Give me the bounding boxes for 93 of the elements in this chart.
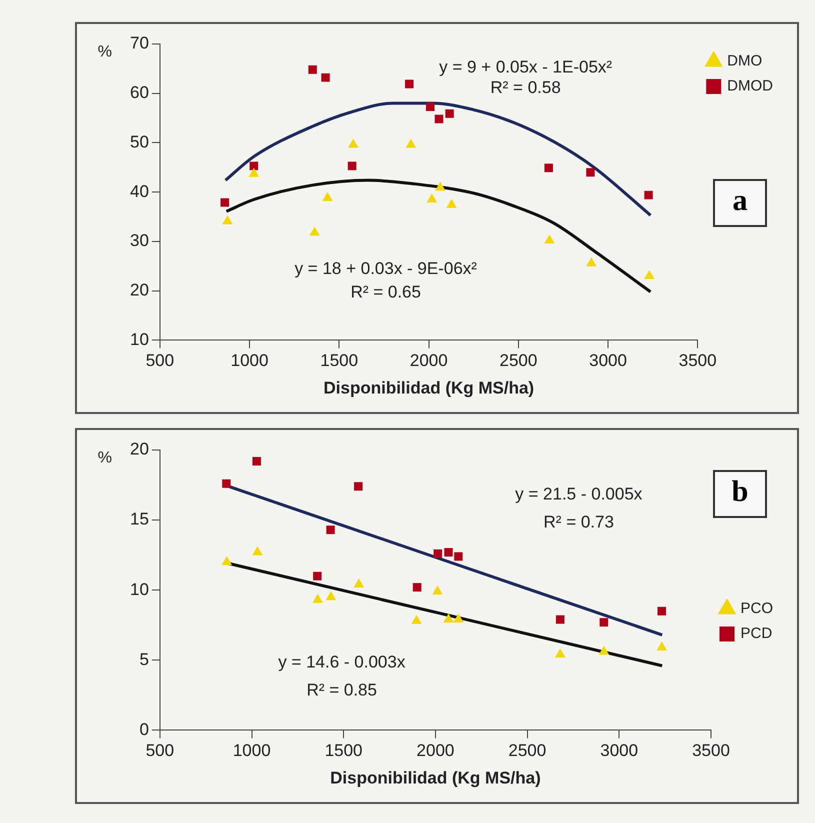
point bbox=[309, 226, 320, 236]
point bbox=[544, 234, 555, 244]
y-tick-label: 60 bbox=[130, 83, 149, 102]
x-tick-label: 3000 bbox=[589, 351, 627, 370]
annotation: R² = 0.73 bbox=[544, 512, 614, 532]
point bbox=[443, 614, 454, 623]
point bbox=[454, 552, 463, 561]
point bbox=[586, 168, 595, 177]
point bbox=[250, 162, 258, 170]
annotation: y = 9 + 0.05x - 1E-05x² bbox=[439, 57, 612, 76]
annotation: y = 14.6 - 0.003x bbox=[278, 652, 406, 672]
y-tick-label: 10 bbox=[130, 330, 149, 349]
text: a bbox=[713, 179, 767, 227]
point bbox=[222, 556, 232, 566]
point bbox=[598, 646, 610, 655]
y-tick-label: 20 bbox=[130, 280, 149, 300]
point bbox=[405, 80, 414, 88]
y-axis-title: % bbox=[98, 43, 112, 60]
annotation: y = 21.5 - 0.005x bbox=[515, 484, 643, 504]
y-tick-label: 0 bbox=[139, 720, 149, 739]
y-tick-label: 50 bbox=[130, 132, 149, 152]
point bbox=[658, 606, 666, 616]
point bbox=[326, 591, 336, 600]
point bbox=[644, 190, 653, 200]
point bbox=[434, 549, 442, 558]
point bbox=[322, 192, 333, 202]
point bbox=[426, 194, 438, 203]
annotation: y = 18 + 0.03x - 9E-06x² bbox=[294, 258, 478, 278]
x-axis-title: Disponibilidad (Kg MS/ha) bbox=[330, 768, 541, 788]
point bbox=[252, 456, 261, 466]
legend-label: DMO bbox=[727, 52, 762, 70]
point bbox=[586, 257, 597, 266]
x-tick-label: 1500 bbox=[324, 741, 363, 760]
point bbox=[406, 138, 416, 148]
annotation: R² = 0.85 bbox=[306, 680, 377, 700]
point bbox=[312, 594, 323, 603]
x-tick-label: 500 bbox=[146, 741, 174, 760]
point bbox=[656, 642, 667, 651]
point bbox=[644, 270, 654, 280]
x-tick-label: 2500 bbox=[500, 351, 538, 370]
x-tick-label: 1000 bbox=[230, 351, 268, 370]
point bbox=[252, 546, 263, 556]
line-series bbox=[224, 102, 652, 217]
point bbox=[412, 583, 422, 592]
x-axis-title: Disponibilidad (Kg MS/ha) bbox=[323, 378, 534, 398]
point bbox=[432, 586, 443, 594]
point bbox=[248, 168, 260, 177]
point bbox=[444, 548, 453, 557]
point bbox=[354, 482, 363, 491]
legend-label: DMOD bbox=[727, 78, 774, 95]
x-tick-label: 2000 bbox=[410, 351, 448, 370]
point bbox=[220, 198, 230, 207]
legend-label: PCO bbox=[740, 600, 774, 618]
x-tick-label: 2500 bbox=[508, 741, 546, 760]
point bbox=[445, 109, 454, 118]
x-tick-label: 3500 bbox=[678, 351, 717, 370]
point bbox=[308, 65, 317, 74]
y-tick-label: 70 bbox=[130, 34, 149, 53]
point bbox=[426, 102, 434, 111]
point bbox=[348, 138, 359, 148]
annotation: R² = 0.65 bbox=[350, 282, 421, 302]
y-tick-label: 20 bbox=[130, 440, 149, 459]
point bbox=[544, 164, 553, 172]
point bbox=[348, 162, 356, 170]
y-tick-label: 10 bbox=[130, 580, 149, 599]
point bbox=[446, 198, 457, 208]
annotation: R² = 0.58 bbox=[490, 78, 561, 98]
x-tick-label: 1500 bbox=[320, 351, 358, 370]
point bbox=[321, 73, 330, 82]
point bbox=[222, 215, 233, 224]
x-tick-label: 2000 bbox=[416, 741, 454, 760]
y-tick-label: 40 bbox=[130, 182, 149, 201]
y-tick-label: 5 bbox=[139, 650, 149, 669]
point bbox=[435, 182, 446, 191]
x-tick-label: 500 bbox=[146, 351, 174, 370]
point bbox=[453, 614, 464, 623]
x-tick-label: 3000 bbox=[600, 741, 638, 760]
legend-label: PCD bbox=[740, 625, 772, 642]
point bbox=[354, 578, 364, 588]
point bbox=[600, 618, 608, 627]
point bbox=[434, 114, 444, 124]
x-tick-label: 3500 bbox=[692, 741, 730, 760]
point bbox=[411, 614, 422, 624]
text: b bbox=[713, 470, 767, 518]
point bbox=[313, 572, 322, 580]
point bbox=[222, 479, 231, 488]
x-tick-label: 1000 bbox=[232, 741, 271, 760]
y-tick-label: 30 bbox=[130, 231, 149, 250]
point bbox=[326, 526, 335, 534]
point bbox=[554, 648, 566, 658]
y-tick-label: 15 bbox=[130, 510, 149, 529]
point bbox=[556, 615, 564, 624]
y-axis-title: % bbox=[98, 449, 112, 466]
